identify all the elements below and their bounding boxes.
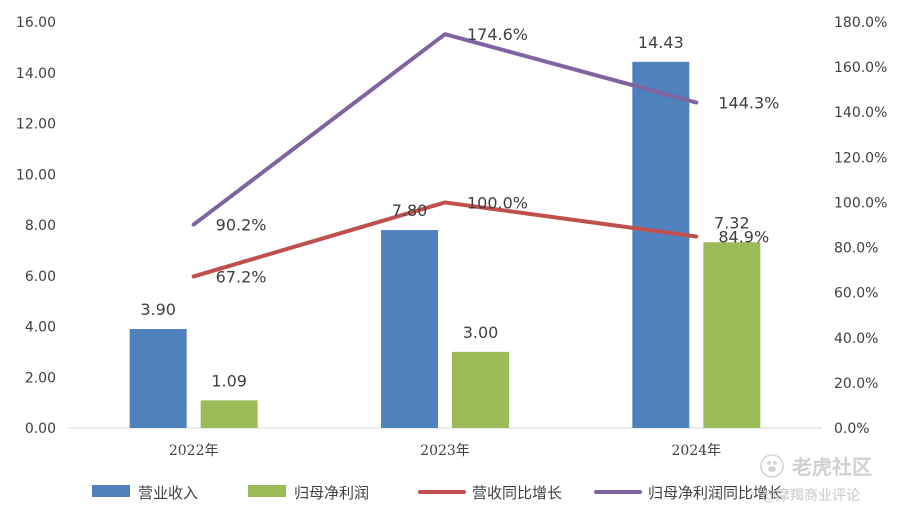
legend-label: 营收同比增长 bbox=[472, 484, 562, 502]
bar-data-label: 14.43 bbox=[638, 33, 684, 52]
bar bbox=[703, 242, 760, 428]
bar-data-label: 1.09 bbox=[211, 371, 247, 390]
bar bbox=[201, 400, 258, 428]
y-right-tick-label: 180.0% bbox=[834, 15, 887, 31]
bar-data-label: 3.90 bbox=[140, 300, 176, 319]
x-tick-label: 2024年 bbox=[672, 443, 722, 459]
y-right-tick-label: 80.0% bbox=[834, 241, 878, 257]
paw-icon bbox=[761, 455, 783, 477]
series-line bbox=[194, 202, 697, 276]
legend-swatch bbox=[248, 485, 286, 497]
y-right-tick-label: 100.0% bbox=[834, 195, 887, 211]
watermark-sub: @摩羯商业评论 bbox=[762, 487, 860, 504]
y-right-tick-label: 160.0% bbox=[834, 60, 887, 76]
bar bbox=[130, 329, 187, 428]
lines-layer bbox=[194, 34, 697, 276]
y-left-tick-label: 0.00 bbox=[25, 421, 56, 437]
y-left-tick-label: 8.00 bbox=[25, 218, 56, 234]
legend-swatch bbox=[92, 485, 130, 497]
y-left-tick-label: 6.00 bbox=[25, 269, 56, 285]
y-right-tick-label: 40.0% bbox=[834, 331, 878, 347]
y-left-tick-label: 10.00 bbox=[16, 167, 56, 183]
line-data-label: 100.0% bbox=[467, 193, 528, 212]
line-data-label: 84.9% bbox=[718, 228, 769, 247]
y-left-tick-label: 2.00 bbox=[25, 370, 56, 386]
y-right-tick-label: 0.0% bbox=[834, 421, 870, 437]
legend: 营业收入归母净利润营收同比增长归母净利润同比增长 bbox=[92, 484, 783, 502]
line-data-label: 174.6% bbox=[467, 25, 528, 44]
y-left-tick-label: 14.00 bbox=[16, 66, 56, 82]
y-right-tick-label: 60.0% bbox=[834, 286, 878, 302]
bar bbox=[381, 230, 438, 428]
y-left-tick-label: 12.00 bbox=[16, 117, 56, 133]
y-right-tick-label: 140.0% bbox=[834, 105, 887, 121]
y-right-tick-label: 120.0% bbox=[834, 150, 887, 166]
watermark-main: 老虎社区 bbox=[792, 455, 872, 479]
y-right-tick-label: 20.0% bbox=[834, 376, 878, 392]
legend-label: 归母净利润 bbox=[294, 484, 369, 502]
y-left-tick-label: 4.00 bbox=[25, 320, 56, 336]
series-line bbox=[194, 34, 697, 224]
line-data-label: 67.2% bbox=[216, 267, 267, 286]
bar-data-label: 7.80 bbox=[392, 201, 428, 220]
legend-label: 营业收入 bbox=[138, 484, 198, 502]
bar bbox=[632, 62, 689, 428]
bar-data-label: 3.00 bbox=[463, 323, 499, 342]
y-left-tick-label: 16.00 bbox=[16, 15, 56, 31]
line-data-label: 90.2% bbox=[216, 216, 267, 235]
bar bbox=[452, 352, 509, 428]
line-data-label: 144.3% bbox=[718, 94, 779, 113]
x-tick-label: 2023年 bbox=[420, 443, 470, 459]
watermark: 老虎社区 @摩羯商业评论 bbox=[761, 455, 872, 504]
x-tick-label: 2022年 bbox=[169, 443, 219, 459]
